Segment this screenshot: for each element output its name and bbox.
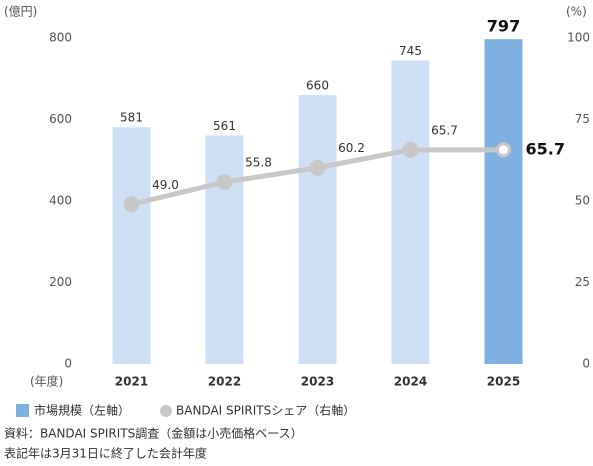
bar-value-label: 745 bbox=[399, 44, 422, 58]
legend-label: BANDAI SPIRITSシェア（右軸） bbox=[176, 403, 355, 418]
legend-label: 市場規模（左軸） bbox=[34, 403, 130, 418]
share-value-label: 65.7 bbox=[431, 123, 458, 137]
bar-value-label: 797 bbox=[487, 17, 520, 36]
x-tick-label: 2024 bbox=[394, 375, 427, 389]
y2-tick-label: 50 bbox=[575, 194, 590, 208]
bar bbox=[205, 135, 244, 364]
y-tick-label: 0 bbox=[64, 357, 72, 371]
y2-tick-label: 75 bbox=[575, 112, 590, 126]
legend-swatch bbox=[160, 405, 172, 417]
share-value-label: 49.0 bbox=[152, 178, 179, 192]
x-tick-label: 2021 bbox=[115, 375, 148, 389]
y2-tick-label: 25 bbox=[575, 275, 590, 289]
x-axis-label: (年度) bbox=[30, 374, 63, 389]
legend-swatch bbox=[16, 404, 29, 417]
note: 資料：BANDAI SPIRITS調査（金額は小売価格ベース） bbox=[4, 426, 303, 441]
bar bbox=[112, 127, 151, 365]
share-marker bbox=[216, 174, 233, 191]
share-value-label: 65.7 bbox=[526, 139, 565, 158]
x-tick-label: 2022 bbox=[208, 375, 241, 389]
bar-value-label: 660 bbox=[306, 79, 329, 93]
y-axis-label: (億円) bbox=[4, 5, 37, 19]
share-marker bbox=[496, 142, 511, 158]
share-value-label: 60.2 bbox=[338, 141, 365, 155]
share-marker bbox=[309, 159, 326, 176]
bar bbox=[298, 95, 337, 365]
y-tick-label: 600 bbox=[49, 112, 72, 126]
y-tick-label: 400 bbox=[49, 194, 72, 208]
share-marker bbox=[123, 196, 140, 213]
y2-tick-label: 100 bbox=[567, 31, 590, 45]
y2-axis-label: (%) bbox=[566, 5, 587, 19]
y-tick-label: 200 bbox=[49, 275, 72, 289]
x-tick-label: 2023 bbox=[301, 375, 334, 389]
y2-tick-label: 0 bbox=[582, 357, 590, 371]
share-marker bbox=[402, 141, 419, 158]
x-tick-label: 2025 bbox=[487, 375, 520, 389]
bar-value-label: 581 bbox=[120, 111, 143, 125]
bar bbox=[484, 39, 523, 364]
share-value-label: 55.8 bbox=[245, 156, 272, 170]
note: 表記年は3月31日に終了した会計年度 bbox=[4, 446, 207, 461]
y-tick-label: 800 bbox=[49, 31, 72, 45]
bar-value-label: 561 bbox=[213, 119, 236, 133]
bar bbox=[391, 60, 430, 364]
